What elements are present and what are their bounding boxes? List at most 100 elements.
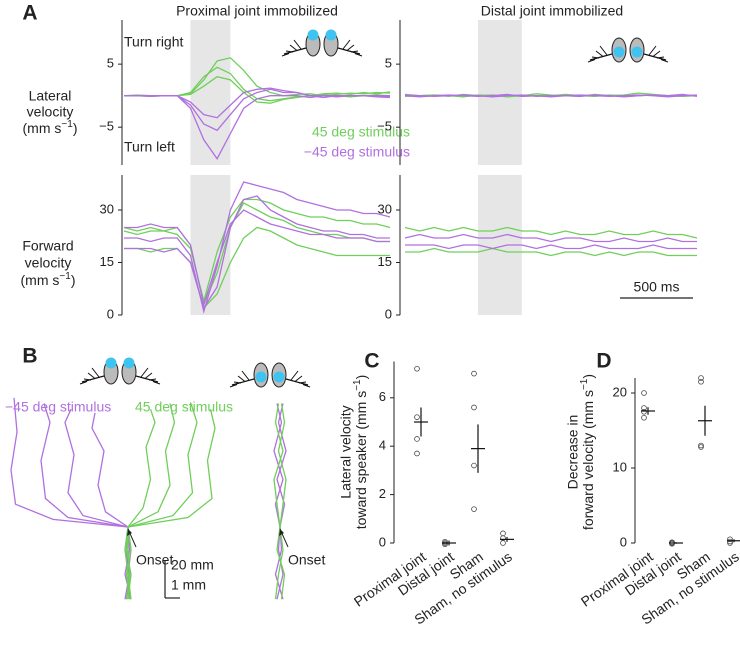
immobilized-joint bbox=[613, 46, 625, 58]
arista-branch bbox=[656, 56, 665, 59]
arista-branch bbox=[294, 375, 303, 382]
data-point bbox=[471, 370, 477, 377]
annotation: Onset bbox=[136, 552, 173, 568]
trace bbox=[404, 226, 698, 239]
arista-branch bbox=[281, 53, 290, 57]
arista-branch bbox=[241, 370, 250, 381]
arista-branch bbox=[354, 53, 363, 57]
y-tick-label: 2 bbox=[379, 486, 386, 501]
arista-branch bbox=[83, 378, 92, 381]
y-tick-label: −5 bbox=[99, 119, 114, 134]
trace bbox=[124, 209, 390, 307]
arista bbox=[589, 53, 613, 61]
y-tick-label: 0 bbox=[385, 306, 392, 321]
data-point bbox=[471, 462, 477, 469]
y-tick-label: 0 bbox=[620, 534, 627, 549]
label-part: toward speaker (mm s bbox=[353, 391, 369, 529]
immobilized-joint bbox=[307, 29, 319, 41]
scale-bar-label: 20 mm bbox=[171, 557, 214, 573]
trace bbox=[405, 244, 697, 250]
arista-branch bbox=[648, 45, 657, 56]
axis-label: Lateral bbox=[29, 88, 72, 104]
data-point bbox=[698, 378, 704, 385]
axis-label: forward velocity (mm s−1) bbox=[579, 374, 596, 530]
axis-label: velocity bbox=[25, 255, 72, 271]
arista-branch bbox=[229, 384, 238, 388]
scale-bar-label: 1 mm bbox=[171, 577, 206, 593]
superscript: −1 bbox=[579, 378, 590, 390]
data-point bbox=[669, 540, 675, 547]
axis-label: (mm s−1) bbox=[23, 119, 78, 136]
trajectory bbox=[64, 408, 132, 600]
label-part: ) bbox=[73, 120, 78, 136]
arista bbox=[285, 378, 309, 386]
label-part: forward velocity (mm s bbox=[580, 390, 596, 530]
superscript: −1 bbox=[59, 271, 71, 282]
arista-branch bbox=[591, 56, 600, 59]
trace bbox=[404, 233, 697, 243]
y-tick-label: 6 bbox=[379, 389, 386, 404]
immobilized-joint bbox=[273, 371, 285, 383]
data-point bbox=[414, 414, 420, 420]
arista-branch bbox=[237, 375, 246, 382]
superscript: −1 bbox=[352, 379, 363, 391]
trace bbox=[124, 57, 391, 97]
data-point bbox=[414, 436, 420, 442]
arista-branch bbox=[233, 381, 242, 384]
immobilized-joint bbox=[631, 46, 643, 58]
arista-branch bbox=[285, 50, 294, 53]
label-part: (mm s bbox=[21, 272, 60, 288]
scale-bar-label: 500 ms bbox=[634, 279, 680, 295]
data-point bbox=[698, 375, 704, 381]
arista-branch bbox=[302, 384, 311, 388]
arista-branch bbox=[289, 44, 298, 51]
trajectory bbox=[274, 403, 287, 600]
arista bbox=[643, 53, 667, 61]
annotation: Turn left bbox=[124, 139, 175, 155]
label-part: ) bbox=[353, 375, 369, 380]
fly-icon bbox=[229, 362, 311, 388]
plot-title: Distal joint immobilized bbox=[481, 3, 623, 19]
label-part: ) bbox=[580, 374, 596, 379]
plot-title: Proximal joint immobilized bbox=[176, 3, 338, 19]
data-point bbox=[641, 414, 647, 421]
data-point bbox=[727, 536, 733, 543]
trajectory bbox=[124, 408, 156, 600]
trajectory bbox=[276, 403, 287, 600]
arista-branch bbox=[350, 50, 359, 53]
data-point bbox=[500, 540, 506, 546]
data-point bbox=[414, 365, 420, 372]
arista-branch bbox=[342, 39, 351, 50]
trajectory bbox=[40, 403, 132, 600]
arista-branch bbox=[148, 378, 157, 381]
immobilized-joint bbox=[255, 371, 267, 383]
trajectory bbox=[125, 403, 176, 600]
data-point bbox=[471, 404, 477, 411]
panel-label: C bbox=[364, 350, 379, 373]
arista-branch bbox=[660, 59, 669, 63]
y-tick-label: 30 bbox=[100, 201, 114, 216]
arista-branch bbox=[144, 372, 153, 379]
arista-branch bbox=[346, 44, 355, 51]
trace bbox=[123, 198, 391, 304]
axis-label: Forward bbox=[22, 238, 73, 254]
arista-branch bbox=[140, 367, 149, 378]
fly-icon bbox=[587, 37, 669, 63]
trace bbox=[405, 247, 697, 257]
y-tick-label: 15 bbox=[100, 254, 114, 269]
y-tick-label: 4 bbox=[379, 438, 386, 453]
data-point bbox=[471, 506, 477, 512]
annotation: Onset bbox=[288, 552, 325, 568]
data-point bbox=[500, 530, 506, 537]
arrow-head bbox=[127, 529, 132, 536]
arista-branch bbox=[79, 381, 88, 385]
arista-branch bbox=[587, 59, 596, 63]
panel-label: A bbox=[22, 2, 37, 25]
arista bbox=[135, 375, 159, 383]
label-part: (mm s bbox=[23, 120, 62, 136]
arista-branch bbox=[595, 50, 604, 57]
data-point bbox=[641, 408, 647, 415]
y-tick-label: 0 bbox=[379, 534, 386, 549]
stimulus-period bbox=[478, 20, 522, 165]
data-point bbox=[698, 444, 704, 450]
